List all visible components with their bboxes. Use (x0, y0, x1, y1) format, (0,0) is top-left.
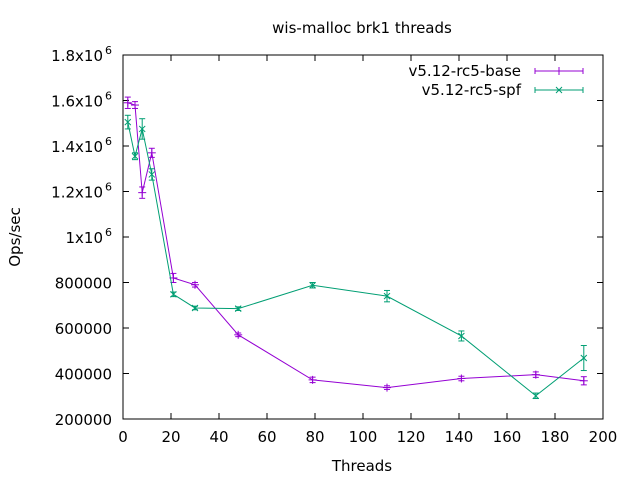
data-point-x-marker (580, 354, 588, 362)
y-tick-label-exponent: 6 (105, 226, 112, 239)
data-point-x-marker (138, 125, 146, 133)
data-point-plus-marker (147, 148, 156, 157)
x-tick-label: 140 (445, 428, 474, 446)
series-line (127, 122, 585, 397)
legend-swatch (534, 86, 584, 94)
series-line (127, 102, 584, 389)
y-tick-label-base: 1.2x10 (51, 184, 103, 202)
legend-label: v5.12-rc5-base (409, 62, 522, 80)
data-point-x-marker (191, 304, 199, 312)
series-v5.12-rc5-base (123, 96, 588, 392)
y-tick-label-base: 1.6x10 (51, 93, 103, 111)
y-tick-label-base: 1.4x10 (51, 138, 103, 156)
x-tick-label: 100 (349, 428, 378, 446)
series-layer (123, 96, 588, 400)
y-tick-label: 1.2x10 6 (51, 181, 112, 202)
data-point-x-marker (309, 281, 316, 289)
x-tick-label: 40 (209, 428, 228, 446)
x-axis-title: Threads (331, 457, 392, 475)
data-point-plus-marker (555, 67, 563, 75)
data-point-plus-marker (531, 370, 540, 379)
x-axis: 0 20 40 60 80 100 120 140 160 180 200 (118, 55, 617, 446)
data-point-plus-marker (383, 383, 391, 392)
y-tick-label-base: 800000 (55, 275, 112, 293)
data-point-plus-marker (131, 101, 139, 110)
y-tick-label: 1x10 6 (65, 226, 112, 247)
x-tick-label: 200 (589, 428, 618, 446)
data-point-x-marker (234, 305, 242, 313)
series-v5.12-rc5-spf (124, 114, 588, 400)
y-tick-label: 1.8x10 6 (51, 44, 112, 65)
y-tick-label-base: 600000 (55, 320, 112, 338)
legend-swatch (534, 67, 584, 75)
y-tick-label: 1.4x10 6 (51, 135, 112, 156)
data-point-x-marker (555, 86, 563, 94)
data-point-x-marker (458, 332, 465, 340)
y-tick-label: 600000 (55, 320, 112, 338)
data-point-plus-marker (138, 188, 147, 197)
y-tick-label-base: 1.8x10 (51, 47, 103, 65)
data-point-x-marker (148, 171, 156, 178)
data-point-x-marker (124, 118, 132, 126)
y-tick-label: 200000 (55, 411, 112, 429)
data-point-x-marker (170, 290, 177, 298)
plot-border (122, 54, 604, 420)
y-tick-label-exponent: 6 (105, 181, 112, 194)
y-tick-label: 800000 (55, 275, 112, 293)
data-point-x-marker (532, 392, 540, 400)
y-tick-label: 400000 (55, 366, 112, 384)
data-point-plus-marker (191, 280, 199, 289)
data-point-plus-marker (579, 376, 588, 385)
y-tick-label-base: 1x10 (65, 229, 103, 247)
y-tick-label-exponent: 6 (105, 135, 112, 148)
x-tick-label: 120 (397, 428, 426, 446)
plot-frame (122, 54, 604, 420)
chart-title: wis-malloc brk1 threads (272, 19, 452, 37)
data-point-plus-marker (234, 330, 243, 339)
x-tick-label: 20 (161, 428, 180, 446)
legend-label: v5.12-rc5-spf (422, 81, 522, 99)
data-point-plus-marker (123, 98, 132, 107)
data-point-plus-marker (457, 374, 466, 383)
x-tick-label: 160 (493, 428, 522, 446)
data-point-x-marker (383, 292, 391, 300)
x-tick-label: 180 (541, 428, 570, 446)
y-axis-title: Ops/sec (6, 207, 24, 267)
data-point-x-marker (131, 152, 139, 160)
y-tick-label-exponent: 6 (105, 90, 112, 103)
data-point-plus-marker (308, 375, 317, 384)
x-tick-label: 60 (257, 428, 276, 446)
x-tick-label: 80 (305, 428, 324, 446)
y-tick-label-base: 200000 (55, 411, 112, 429)
y-tick-label: 1.6x10 6 (51, 90, 112, 111)
y-tick-label-base: 400000 (55, 366, 112, 384)
x-tick-label: 0 (118, 428, 128, 446)
y-tick-label-exponent: 6 (105, 44, 112, 57)
